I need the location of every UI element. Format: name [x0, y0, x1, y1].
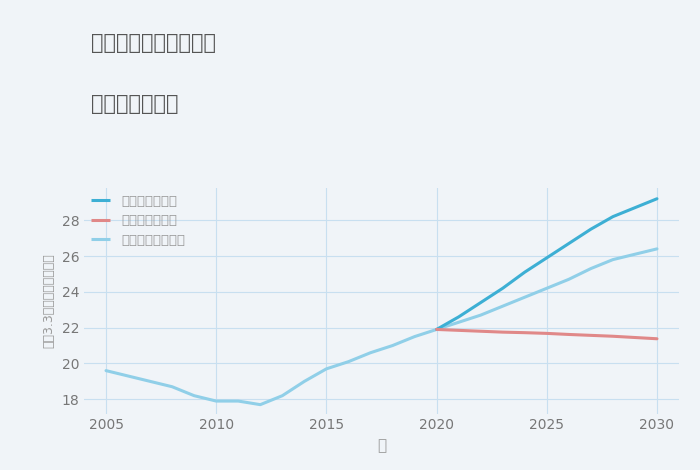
Y-axis label: 平（3.3㎡）単価（万円）: 平（3.3㎡）単価（万円）	[43, 253, 56, 348]
Text: 土地の価格推移: 土地の価格推移	[91, 94, 178, 114]
Legend: グッドシナリオ, バッドシナリオ, ノーマルシナリオ: グッドシナリオ, バッドシナリオ, ノーマルシナリオ	[90, 195, 185, 247]
X-axis label: 年: 年	[377, 438, 386, 453]
Text: 愛知県一宮市佐千原の: 愛知県一宮市佐千原の	[91, 33, 216, 53]
